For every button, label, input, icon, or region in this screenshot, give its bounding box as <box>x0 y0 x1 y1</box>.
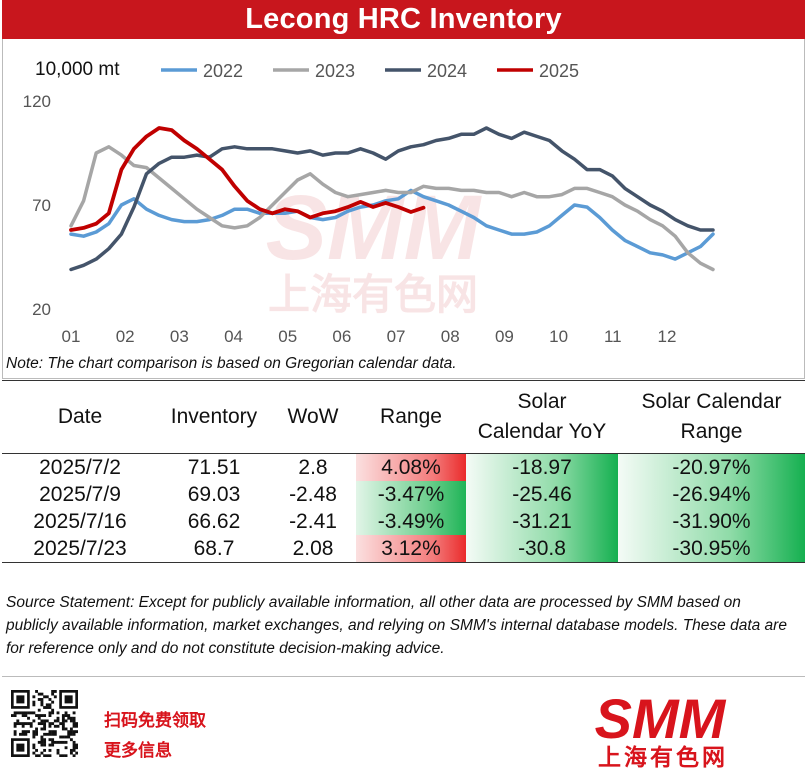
cell-wow: 2.8 <box>270 452 356 481</box>
cta-line-2: 更多信息 <box>104 741 172 761</box>
cell-solar-yoy: -25.46 <box>466 480 618 508</box>
cell-solar-range: -26.94% <box>618 480 805 508</box>
cell-solar-range: -31.90% <box>618 507 805 535</box>
cell-solar-range: -20.97% <box>618 452 805 481</box>
cell-range: -3.47% <box>356 480 466 508</box>
chart-panel: SMM 上海有色网 10,000 mt 2022 2023 2024 2025 20 70 1… <box>2 39 805 379</box>
series-line-2023 <box>69 145 715 272</box>
legend-label-2022: 2022 <box>203 61 243 81</box>
x-tick-label: 09 <box>495 327 514 346</box>
smm-logo-icon: SMM <box>595 694 727 750</box>
logo-chinese-text: 上海有色网 <box>598 745 728 771</box>
header-range: Range <box>380 404 442 428</box>
series-line-2024 <box>69 126 715 272</box>
cell-inventory: 68.7 <box>158 534 270 563</box>
cell-date: 2025/7/9 <box>39 482 121 506</box>
cell-solar-yoy: -30.8 <box>466 534 618 563</box>
header-solar-yoy: Solar Calendar YoY <box>477 389 607 443</box>
x-tick-label: 02 <box>116 327 135 346</box>
cell-range: -3.49% <box>356 507 466 535</box>
cell-date: 2025/7/2 <box>2 452 158 481</box>
series-line-2025 <box>69 126 426 232</box>
cell-range: 3.12% <box>356 534 466 563</box>
cell-solar-range: -30.95% <box>618 534 805 563</box>
x-tick-label: 07 <box>387 327 406 346</box>
title-bar: Lecong HRC Inventory <box>2 0 805 39</box>
cell-inventory: 66.62 <box>187 509 241 533</box>
qr-code-icon[interactable] <box>11 690 78 757</box>
header-wow: WoW <box>287 404 339 428</box>
cell-date: 2025/7/16 <box>33 509 127 533</box>
x-tick-label: 06 <box>332 327 351 346</box>
x-tick-label: 11 <box>604 327 622 346</box>
cta-line-1: 扫码免费领取 <box>104 711 206 731</box>
cell-range: 4.08% <box>356 452 466 481</box>
cell-inventory: 71.51 <box>158 452 270 481</box>
chart-note: Note: The chart comparison is based on G… <box>6 355 457 372</box>
footer-divider <box>2 676 805 677</box>
inventory-table: Date Inventory WoW Range Solar Calendar … <box>2 380 805 578</box>
header-inventory: Inventory <box>170 404 258 428</box>
cell-wow: -2.41 <box>289 509 337 533</box>
y-unit-label: 10,000 mt <box>35 59 120 80</box>
header-date: Date <box>57 404 103 428</box>
y-tick-label: 20 <box>32 300 51 319</box>
x-tick-label: 12 <box>657 327 676 346</box>
x-tick-label: 01 <box>62 327 81 346</box>
y-tick-label: 120 <box>23 92 51 111</box>
cell-solar-yoy: -31.21 <box>466 507 618 535</box>
page-title: Lecong HRC Inventory <box>245 3 562 35</box>
table-row: 2025/7/16 66.62 -2.41 -3.49% -31.21 -31.90% <box>2 507 805 535</box>
x-tick-label: 04 <box>224 327 243 346</box>
header-solar-range: Solar Calendar Range <box>641 389 782 443</box>
x-tick-label: 05 <box>278 327 297 346</box>
legend-label-2025: 2025 <box>539 61 579 81</box>
cell-wow: -2.48 <box>289 482 337 506</box>
table-row: 2025/7/23 68.7 2.08 3.12% -30.8 -30.95% <box>2 534 805 563</box>
svg-text:SMM: SMM <box>595 694 727 750</box>
x-tick-label: 03 <box>170 327 189 346</box>
legend-label-2023: 2023 <box>315 61 355 81</box>
series-line-2022 <box>69 188 715 261</box>
table-row: 2025/7/2 71.51 2.8 4.08% -18.97 -20.97% <box>2 452 805 481</box>
table-row: 2025/7/9 69.03 -2.48 -3.47% -25.46 -26.94% <box>2 480 805 508</box>
x-tick-label: 10 <box>549 327 568 346</box>
table-header-row: Date Inventory WoW Range Solar Calendar … <box>2 381 805 453</box>
cell-wow: 2.08 <box>270 534 356 563</box>
cell-solar-yoy: -18.97 <box>466 452 618 481</box>
x-tick-label: 08 <box>441 327 460 346</box>
line-chart: 10,000 mt 2022 2023 2024 2025 20 70 120 01 02 03 04… <box>23 59 715 346</box>
source-statement: Source Statement: Except for publicly av… <box>6 594 787 657</box>
cell-inventory: 69.03 <box>187 482 241 506</box>
cell-date: 2025/7/23 <box>2 534 158 563</box>
y-tick-label: 70 <box>32 196 51 215</box>
legend-label-2024: 2024 <box>427 61 467 81</box>
